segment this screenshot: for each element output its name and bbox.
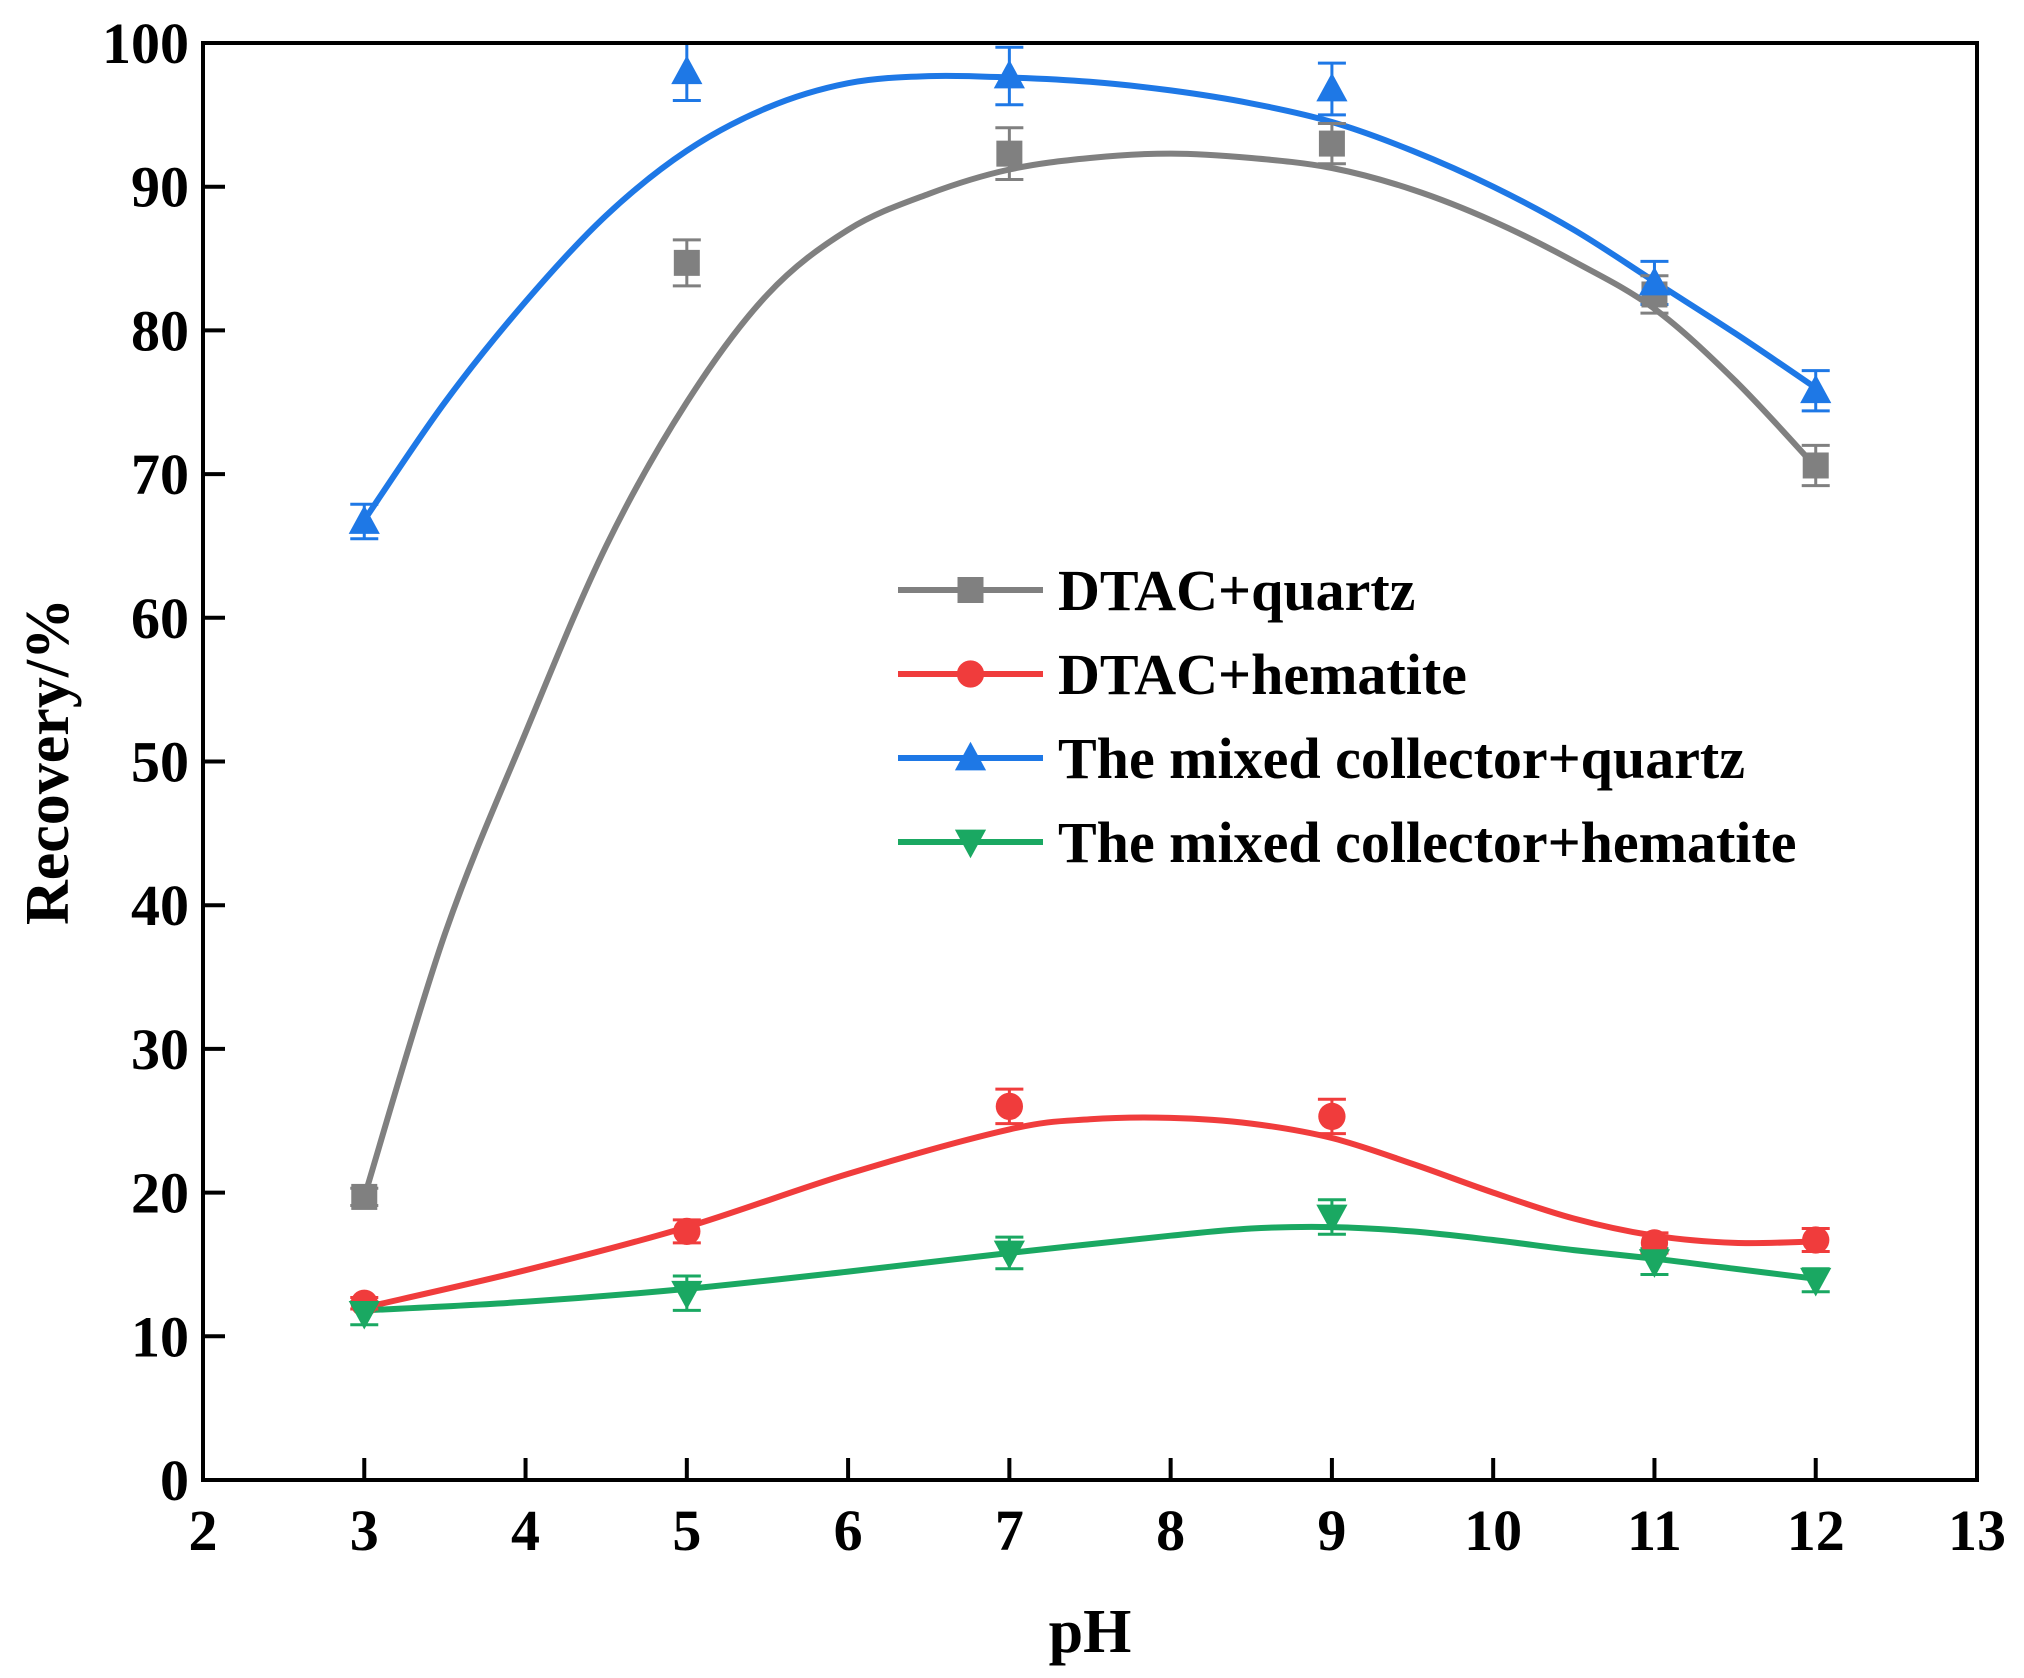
data-point — [1638, 266, 1671, 296]
x-tick-label: 9 — [1317, 1498, 1346, 1563]
y-tick-label: 40 — [131, 873, 189, 938]
data-point — [1318, 130, 1345, 157]
y-tick-labels: 0 10 20 30 40 50 60 70 80 90 100 — [102, 11, 189, 1513]
data-point — [1802, 1226, 1830, 1254]
y-tick-label: 80 — [131, 298, 189, 363]
data-point — [351, 1183, 378, 1210]
data-point — [1316, 1204, 1348, 1234]
data-point — [671, 55, 703, 85]
data-points — [348, 55, 1832, 1330]
legend-marker — [954, 741, 987, 771]
data-point — [1800, 1267, 1832, 1297]
y-tick-label: 100 — [102, 11, 189, 76]
data-point — [993, 1240, 1025, 1270]
data-point — [993, 59, 1025, 89]
y-tick-label: 70 — [131, 442, 189, 507]
x-tick-label: 12 — [1787, 1498, 1845, 1563]
plot-frame — [201, 41, 1979, 1482]
data-point — [673, 249, 700, 276]
y-tick-label: 30 — [131, 1017, 189, 1082]
data-point — [1316, 72, 1348, 102]
fit-curve-1 — [363, 1114, 1816, 1311]
x-tick-label: 4 — [511, 1498, 540, 1563]
x-tick-label: 8 — [1156, 1498, 1185, 1563]
legend-label: DTAC+quartz — [1058, 558, 1415, 623]
y-tick-label: 60 — [131, 586, 189, 651]
x-axis-title: pH — [1049, 1598, 1132, 1666]
data-point — [996, 140, 1023, 167]
legend-item: DTAC+hematite — [898, 642, 1467, 707]
y-tick-label: 90 — [131, 155, 189, 220]
data-point — [1638, 1249, 1671, 1278]
data-point — [348, 505, 380, 534]
legend-label: The mixed collector+hematite — [1058, 810, 1796, 875]
y-tick-label: 50 — [131, 730, 189, 795]
data-point — [1318, 1102, 1346, 1131]
legend-marker — [954, 829, 987, 859]
x-tick-label: 3 — [350, 1498, 379, 1563]
data-point — [1802, 452, 1829, 479]
fit-curve-2 — [361, 72, 1818, 522]
x-tick-label: 2 — [189, 1498, 218, 1563]
data-point — [673, 1217, 701, 1246]
fit-curve-3 — [364, 1223, 1817, 1314]
y-tick-label: 10 — [131, 1304, 189, 1369]
legend-item: The mixed collector+quartz — [898, 726, 1745, 791]
x-tick-labels: 2 3 4 5 6 7 8 9 10 11 12 13 — [189, 1498, 2007, 1563]
legend-marker — [956, 660, 985, 688]
legend-marker — [957, 577, 984, 603]
x-tick-label: 5 — [672, 1498, 701, 1563]
data-point — [671, 1280, 703, 1310]
legend: DTAC+quartz DTAC+hematite The mixed collec… — [898, 558, 1796, 875]
y-axis-title: Recovery/% — [14, 598, 82, 925]
x-tick-label: 13 — [1948, 1498, 2006, 1563]
legend-label: The mixed collector+quartz — [1058, 726, 1745, 791]
data-point — [348, 1300, 380, 1330]
legend-item: The mixed collector+hematite — [898, 810, 1796, 875]
legend-label: DTAC+hematite — [1058, 642, 1467, 707]
y-tick-label: 0 — [160, 1448, 189, 1513]
y-tick-label: 20 — [131, 1161, 189, 1226]
data-point — [1800, 374, 1832, 404]
x-tick-label: 6 — [834, 1498, 863, 1563]
x-tick-label: 7 — [995, 1498, 1024, 1563]
x-tick-label: 10 — [1464, 1498, 1522, 1563]
legend-item: DTAC+quartz — [898, 558, 1415, 623]
data-point — [995, 1092, 1024, 1121]
x-tick-label: 11 — [1627, 1498, 1682, 1563]
